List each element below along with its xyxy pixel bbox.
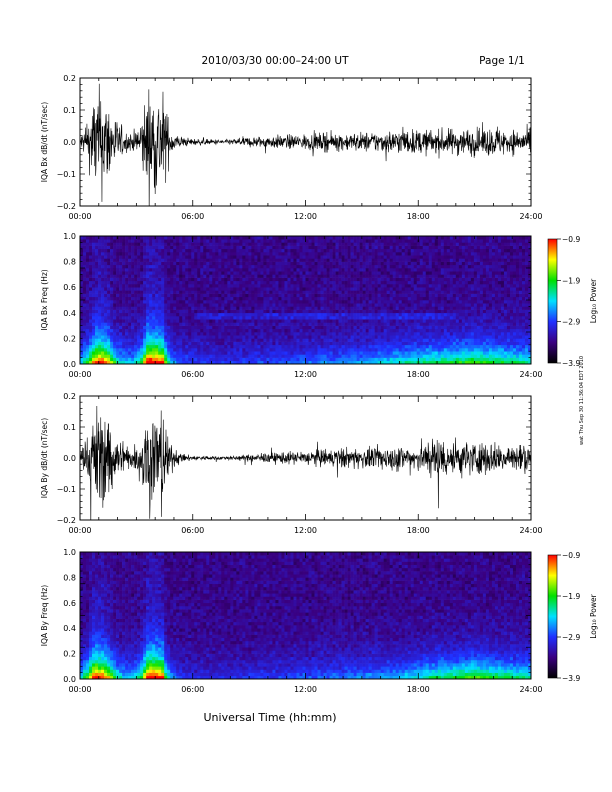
series-line [80, 405, 531, 520]
x-tick-label: 06:00 [181, 526, 204, 535]
x-tick-label: 12:00 [294, 685, 317, 694]
y-axis-label: IQA By dB/dt (nT/sec) [40, 418, 49, 499]
y-tick-label: 0.0 [63, 138, 76, 147]
x-tick-label: 24:00 [519, 212, 542, 221]
x-tick-label: 06:00 [181, 370, 204, 379]
y-tick-label: −0.1 [57, 485, 76, 494]
y-tick-label: 0.8 [63, 258, 76, 267]
x-tick-label: 12:00 [294, 212, 317, 221]
y-tick-label: 0.1 [63, 423, 76, 432]
x-tick-label: 06:00 [181, 212, 204, 221]
colorbar-bx: −0.9 −1.9 −2.9 −3.9 Log₁₀ Power [547, 235, 598, 368]
chart-title: 2010/03/30 00:00–24:00 UT [201, 55, 349, 67]
x-tick-label: 24:00 [519, 370, 542, 379]
y-axis-label: IQA Bx dB/dt (nT/sec) [40, 102, 49, 183]
colorbar-tick-label: −3.9 [562, 674, 580, 683]
plot-frame [79, 395, 532, 521]
panel-by-spectrogram: 00:00 06:00 12:00 18:00 24:00 1.0 0.8 0.6 0.4 0.2… [40, 548, 543, 694]
page-number: Page 1/1 [479, 55, 525, 67]
colorbar-scale [547, 554, 558, 679]
colorbar-tick-label: −2.9 [562, 633, 580, 642]
colorbar-label: Log₁₀ Power [589, 278, 598, 323]
y-tick-label: 0.6 [63, 599, 76, 608]
y-tick-label: 0.6 [63, 283, 76, 292]
colorbar-tick-label: −3.9 [562, 359, 580, 368]
x-tick-label: 18:00 [407, 370, 430, 379]
plot-frame [79, 551, 532, 680]
x-tick-label: 06:00 [181, 685, 204, 694]
y-tick-label: 0.2 [63, 392, 76, 401]
plot-frame [79, 77, 532, 207]
y-tick-label: 0.0 [63, 675, 76, 684]
y-tick-label: 0.4 [63, 624, 76, 633]
series-line [80, 83, 531, 206]
x-tick-label: 12:00 [294, 526, 317, 535]
colorbar-tick-label: −0.9 [562, 235, 580, 244]
y-tick-label: −0.1 [57, 170, 76, 179]
y-tick-label: 0.2 [63, 74, 76, 83]
panel-bx-spectrogram: 00:00 06:00 12:00 18:00 24:00 1.0 0.8 0.6 0.4 0.2… [40, 232, 543, 379]
y-axis-label: IQA Bx Freq (Hz) [40, 269, 49, 331]
colorbar-tick-label: −1.9 [562, 276, 580, 285]
x-axis-label: Universal Time (hh:mm) [204, 711, 337, 724]
y-tick-label: 0.4 [63, 309, 76, 318]
x-tick-label: 12:00 [294, 370, 317, 379]
plot-frame [79, 235, 532, 365]
y-tick-label: 0.2 [63, 650, 76, 659]
y-tick-label: 0.0 [63, 360, 76, 369]
colorbar-by: −0.9 −1.9 −2.9 −3.9 Log₁₀ Power [547, 551, 598, 683]
y-tick-label: 0.2 [63, 334, 76, 343]
y-axis-label: IQA By Freq (Hz) [40, 585, 49, 647]
panel-by-dbdt: 00:00 06:00 12:00 18:00 24:00 0.2 0.1 0.0 −0.1 −0… [40, 392, 543, 535]
y-tick-label: 1.0 [63, 548, 76, 557]
colorbar-label: Log₁₀ Power [589, 593, 598, 638]
x-tick-label: 00:00 [68, 212, 91, 221]
x-tick-label: 00:00 [68, 370, 91, 379]
x-tick-label: 00:00 [68, 685, 91, 694]
colorbar-tick-label: −2.9 [562, 318, 580, 327]
y-tick-label: 0.8 [63, 573, 76, 582]
y-tick-label: −0.2 [57, 202, 76, 211]
x-tick-label: 24:00 [519, 526, 542, 535]
colorbar-tick-label: −0.9 [562, 551, 580, 560]
x-tick-label: 18:00 [407, 685, 430, 694]
x-tick-label: 00:00 [68, 526, 91, 535]
heatmap-cells [80, 236, 532, 365]
side-timestamp: wat Thu Sep 30 11:36:04 EDT 2010 [579, 356, 585, 445]
y-tick-label: 0.1 [63, 106, 76, 115]
panel-bx-dbdt: 00:00 06:00 12:00 18:00 24:00 0.2 0.1 0.0 −0.1 −0… [40, 74, 543, 221]
y-tick-label: −0.2 [57, 516, 76, 525]
colorbar-scale [547, 238, 558, 364]
x-tick-label: 24:00 [519, 685, 542, 694]
x-tick-label: 18:00 [407, 212, 430, 221]
y-tick-label: 1.0 [63, 232, 76, 241]
heatmap-cells [80, 552, 532, 680]
colorbar-tick-label: −1.9 [562, 592, 580, 601]
y-tick-label: 0.0 [63, 454, 76, 463]
x-tick-label: 18:00 [407, 526, 430, 535]
